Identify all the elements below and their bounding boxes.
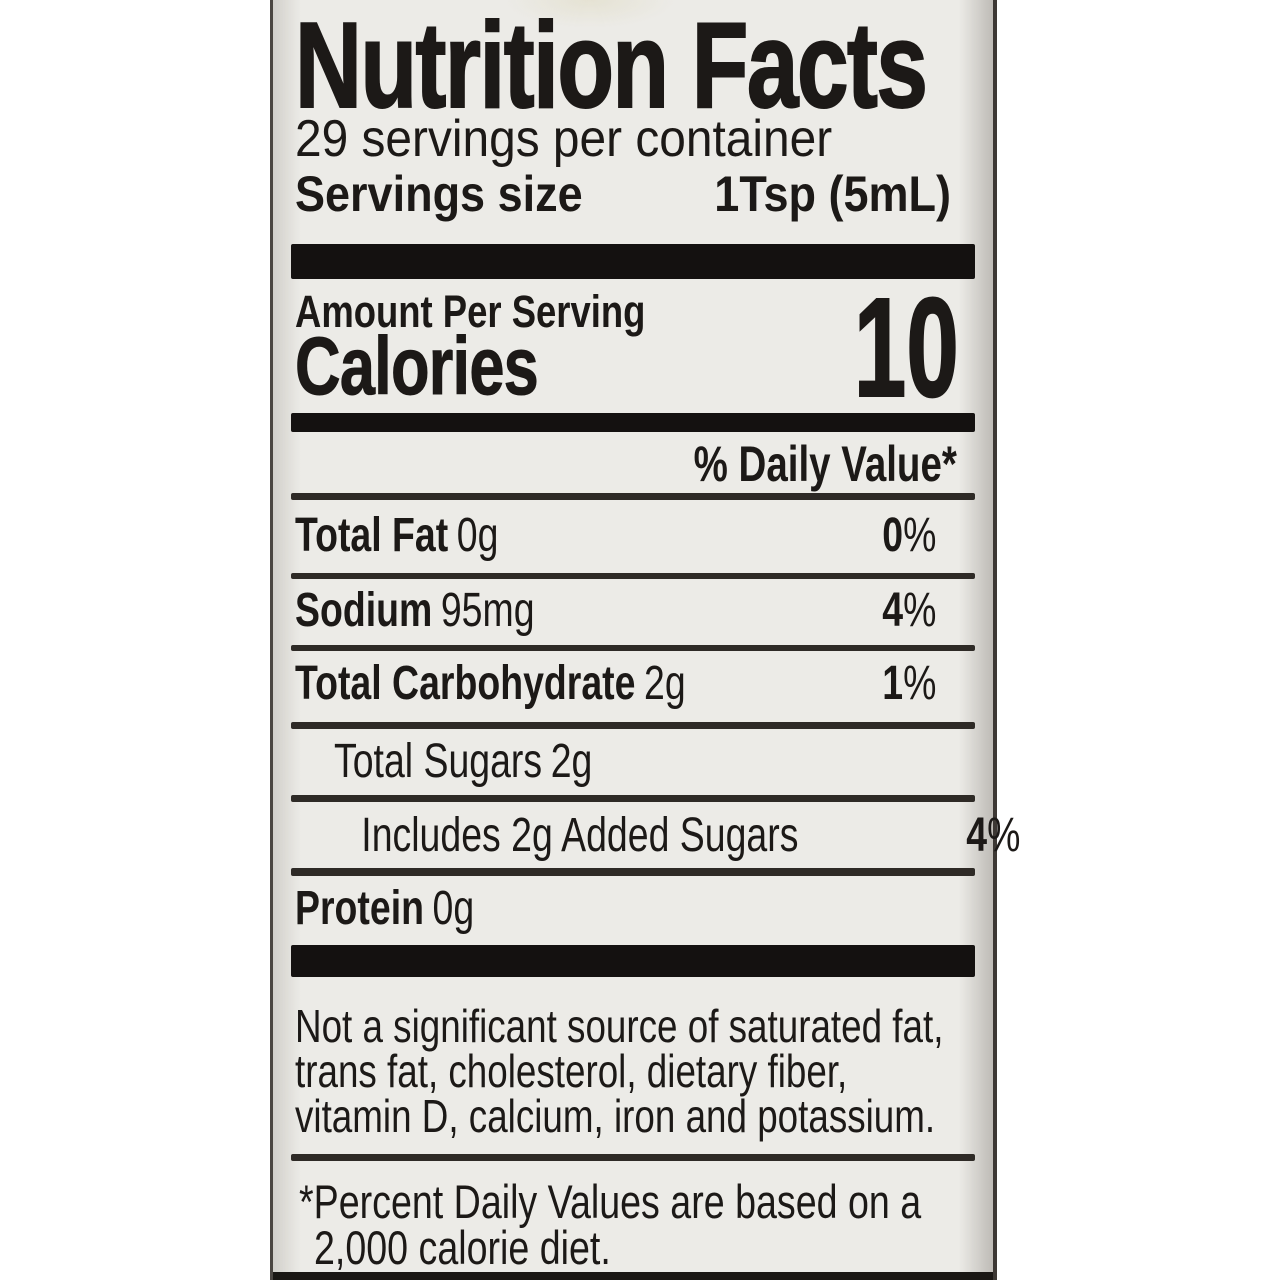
nutrition-facts-label: Nutrition Facts 29 servings per containe… (270, 0, 1021, 1280)
nutrient-row-sodium: Sodium 95mg 4% (295, 587, 936, 635)
nutrient-row-total-fat: Total Fat 0g 0% (295, 512, 936, 560)
nutrient-name: Total Sugars (334, 735, 543, 788)
divider (291, 722, 975, 729)
calories-label: Calories (295, 321, 540, 412)
divider (291, 1154, 975, 1161)
label-title-text: Nutrition Facts (294, 0, 928, 133)
label-title: Nutrition Facts (294, 0, 1126, 133)
nutrient-amount: 0g (456, 509, 499, 562)
nutrient-dv: 1% (881, 657, 936, 710)
nutrient-dv: 4% (881, 584, 936, 637)
nutrient-row-total-sugars: Total Sugars 2g (295, 738, 936, 786)
daily-value-header: % Daily Value* (693, 436, 957, 492)
thick-divider (291, 244, 975, 279)
serving-size-label: Servings size (295, 166, 583, 222)
calories-value: 10 (853, 268, 959, 426)
insignificant-note: Not a significant source of saturated fa… (295, 1000, 944, 1142)
divider (291, 868, 975, 876)
nutrient-name: Includes 2g Added Sugars (361, 809, 799, 862)
nutrient-amount: 0g (432, 882, 475, 935)
nutrient-row-added-sugars: Includes 2g Added Sugars 4% (295, 809, 1021, 862)
amount-per-serving-label: Amount Per Serving (295, 286, 646, 337)
nutrient-amount: 2g (644, 657, 686, 710)
nutrient-dv: 0% (881, 509, 936, 562)
nutrient-row-total-carbohydrate: Total Carbohydrate 2g 1% (295, 660, 936, 708)
divider (291, 795, 975, 802)
nutrient-row-protein: Protein 0g (295, 885, 936, 933)
daily-value-footnote: *Percent Daily Values are based on a 2,0… (299, 1175, 922, 1274)
divider (291, 493, 975, 500)
medium-divider (291, 413, 975, 432)
serving-size-row: Servings size 1Tsp (5mL) (295, 169, 951, 219)
nutrient-name: Total Carbohydrate (295, 657, 636, 710)
serving-size-value: 1Tsp (5mL) (714, 166, 951, 222)
nutrient-name: Sodium (295, 584, 433, 637)
thick-divider (291, 945, 975, 977)
nutrient-amount: 95mg (440, 584, 535, 637)
divider (291, 645, 975, 651)
nutrient-name: Protein (295, 882, 424, 935)
nutrient-dv: 4% (966, 809, 1021, 862)
bottom-divider (273, 1272, 993, 1280)
nutrient-name: Total Fat (295, 509, 449, 562)
nutrient-amount: 2g (550, 735, 593, 788)
servings-per-container: 29 servings per container (295, 110, 833, 168)
divider (291, 573, 975, 579)
daily-value-asterisk: * (942, 436, 957, 492)
